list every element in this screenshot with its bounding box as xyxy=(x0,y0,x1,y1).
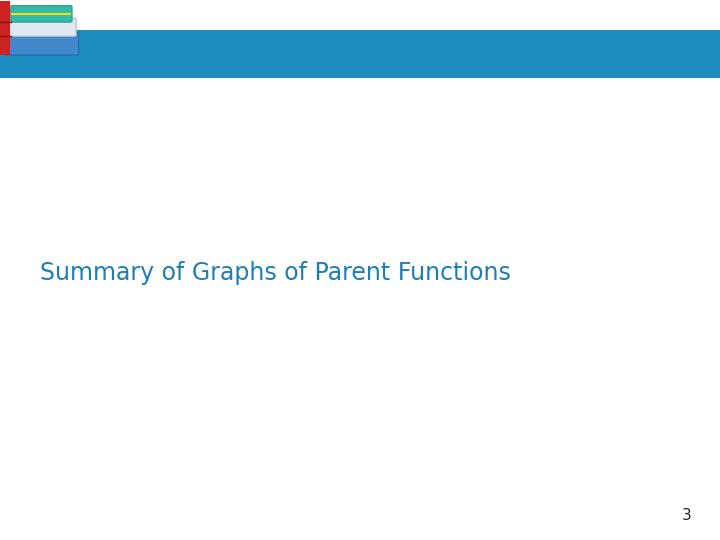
FancyBboxPatch shape xyxy=(0,30,720,78)
FancyBboxPatch shape xyxy=(5,33,78,55)
Text: 3: 3 xyxy=(681,508,691,523)
FancyBboxPatch shape xyxy=(11,5,72,22)
Text: Summary of Graphs of Parent Functions: Summary of Graphs of Parent Functions xyxy=(40,261,510,285)
FancyBboxPatch shape xyxy=(0,1,10,55)
FancyBboxPatch shape xyxy=(6,18,76,36)
